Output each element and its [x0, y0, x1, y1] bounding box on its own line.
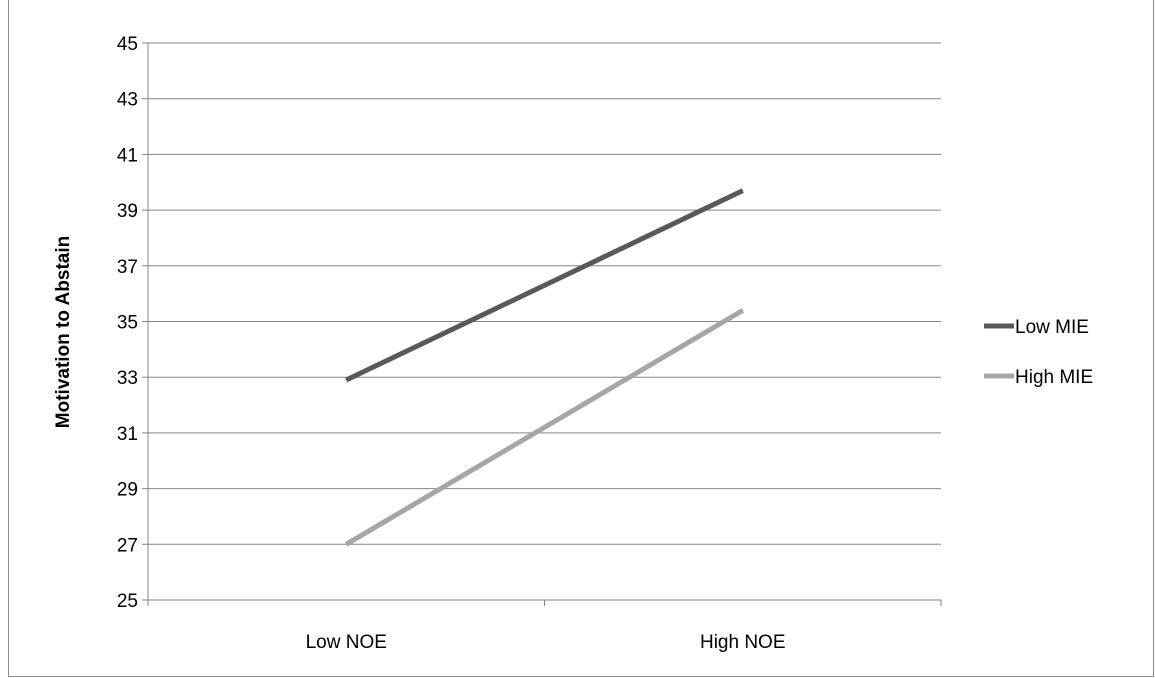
- axes: [142, 42, 942, 606]
- y-tick-label: 25: [117, 591, 138, 612]
- data-point: [345, 543, 347, 545]
- data-point: [345, 379, 347, 381]
- series-lines: [344, 188, 745, 547]
- y-axis-title: Motivation to Abstain: [53, 236, 74, 428]
- y-tick-label: 39: [117, 201, 138, 222]
- y-tick-label: 37: [117, 257, 138, 278]
- x-tick-label: High NOE: [700, 632, 786, 653]
- y-tick-label: 29: [117, 480, 138, 501]
- legend-label: High MIE: [1015, 367, 1093, 388]
- data-point: [742, 309, 744, 311]
- x-axis-tick-labels: Low NOE High NOE: [306, 632, 786, 653]
- y-tick-label: 31: [117, 424, 138, 445]
- series-line-high-mie: [344, 308, 745, 547]
- gridlines: [148, 42, 941, 545]
- legend: Low MIE High MIE: [984, 317, 1093, 388]
- x-tick-label: Low NOE: [306, 632, 387, 653]
- y-tick-label: 27: [117, 535, 138, 556]
- y-axis-tick-labels: 25 27 29 31 33 35 37 39 41 43 45: [117, 34, 138, 612]
- y-tick-label: 45: [117, 34, 138, 55]
- data-point: [742, 190, 744, 192]
- y-tick-label: 41: [117, 145, 138, 166]
- series-line-low-mie: [345, 188, 744, 383]
- y-tick-label: 35: [117, 313, 138, 334]
- y-tick-label: 33: [117, 368, 138, 389]
- legend-label: Low MIE: [1015, 317, 1089, 338]
- chart-frame: [8, 0, 1154, 677]
- y-tick-label: 43: [117, 90, 138, 111]
